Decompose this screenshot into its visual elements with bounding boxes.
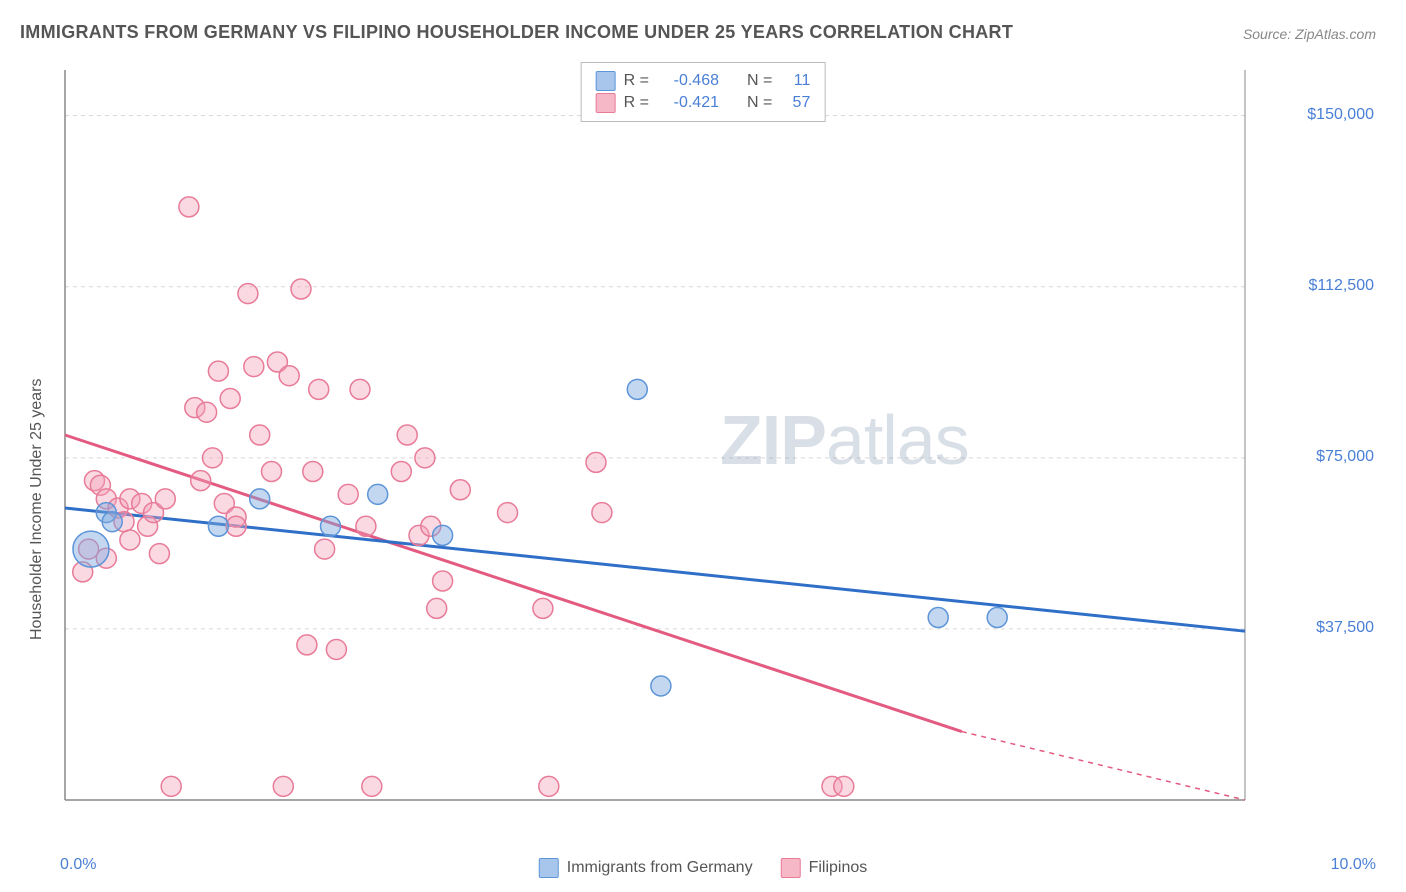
y-tick-label: $112,500 (1308, 277, 1374, 295)
legend-swatch (539, 858, 559, 878)
series-legend: Immigrants from Germany Filipinos (539, 858, 868, 878)
y-tick-label: $37,500 (1316, 619, 1374, 637)
x-axis-min-label: 0.0% (60, 856, 96, 874)
series-legend-item: Immigrants from Germany (539, 858, 753, 878)
watermark: ZIPatlas (720, 400, 969, 480)
correlation-legend-row: R = -0.468 N = 11 (596, 71, 811, 91)
source-attribution: Source: ZipAtlas.com (1243, 26, 1376, 42)
n-value: 11 (780, 72, 810, 90)
n-label: N = (747, 94, 772, 112)
n-label: N = (747, 72, 772, 90)
r-label: R = (624, 94, 649, 112)
series-legend-label: Filipinos (809, 859, 868, 877)
correlation-legend: R = -0.468 N = 11 R = -0.421 N = 57 (581, 62, 826, 122)
legend-swatch (596, 71, 616, 91)
y-axis-label: Householder Income Under 25 years (28, 379, 46, 640)
y-tick-label: $150,000 (1307, 106, 1374, 124)
series-legend-label: Immigrants from Germany (567, 859, 753, 877)
watermark-bold: ZIP (720, 401, 826, 479)
series-legend-item: Filipinos (781, 858, 868, 878)
legend-swatch (781, 858, 801, 878)
scatter-svg (55, 60, 1345, 840)
watermark-light: atlas (826, 401, 969, 479)
legend-swatch (596, 93, 616, 113)
r-label: R = (624, 72, 649, 90)
correlation-legend-row: R = -0.421 N = 57 (596, 93, 811, 113)
chart-title: IMMIGRANTS FROM GERMANY VS FILIPINO HOUS… (20, 22, 1013, 43)
chart-plot-area (55, 60, 1345, 840)
y-tick-label: $75,000 (1316, 448, 1374, 466)
r-value: -0.421 (657, 94, 719, 112)
x-axis-max-label: 10.0% (1331, 856, 1376, 874)
r-value: -0.468 (657, 72, 719, 90)
n-value: 57 (780, 94, 810, 112)
